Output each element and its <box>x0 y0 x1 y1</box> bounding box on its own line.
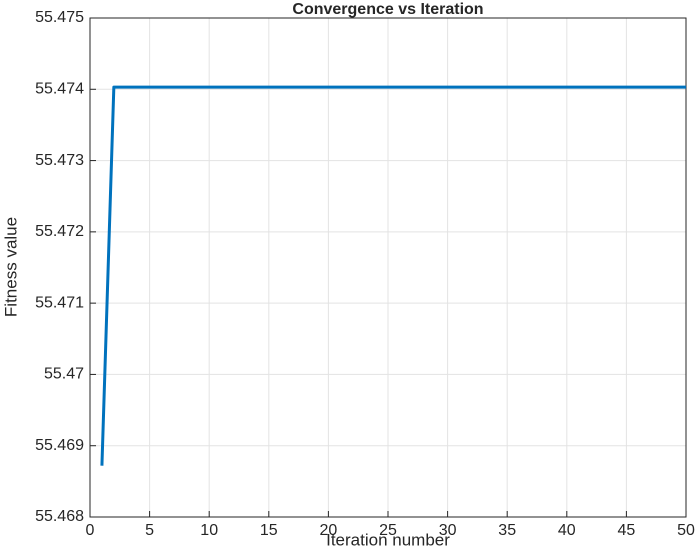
y-tick-label: 55.475 <box>35 9 84 26</box>
x-tick-label: 45 <box>618 522 636 539</box>
y-tick-label: 55.474 <box>35 81 84 98</box>
x-tick-label: 50 <box>677 522 695 539</box>
y-tick-label: 55.468 <box>35 508 84 525</box>
x-tick-label: 10 <box>200 522 218 539</box>
y-tick-label: 55.472 <box>35 223 84 240</box>
y-tick-label: 55.47 <box>44 366 84 383</box>
y-tick-label: 55.471 <box>35 294 84 311</box>
x-tick-label: 40 <box>558 522 576 539</box>
x-tick-label: 0 <box>86 522 95 539</box>
x-tick-label: 35 <box>498 522 516 539</box>
plot-frame <box>89 17 687 518</box>
line-series <box>100 85 686 466</box>
x-tick-label: 5 <box>145 522 154 539</box>
chart-title: Convergence vs Iteration <box>292 1 483 18</box>
y-tick-label: 55.473 <box>35 152 84 169</box>
y-axis-label: Fitness value <box>1 217 20 317</box>
x-tick-label: 30 <box>439 522 457 539</box>
x-tick-label: 15 <box>260 522 278 539</box>
x-tick-label: 20 <box>320 522 338 539</box>
x-axis-label: Iteration number <box>326 530 450 549</box>
x-tick-label: 25 <box>379 522 397 539</box>
y-tick-label: 55.469 <box>35 437 84 454</box>
